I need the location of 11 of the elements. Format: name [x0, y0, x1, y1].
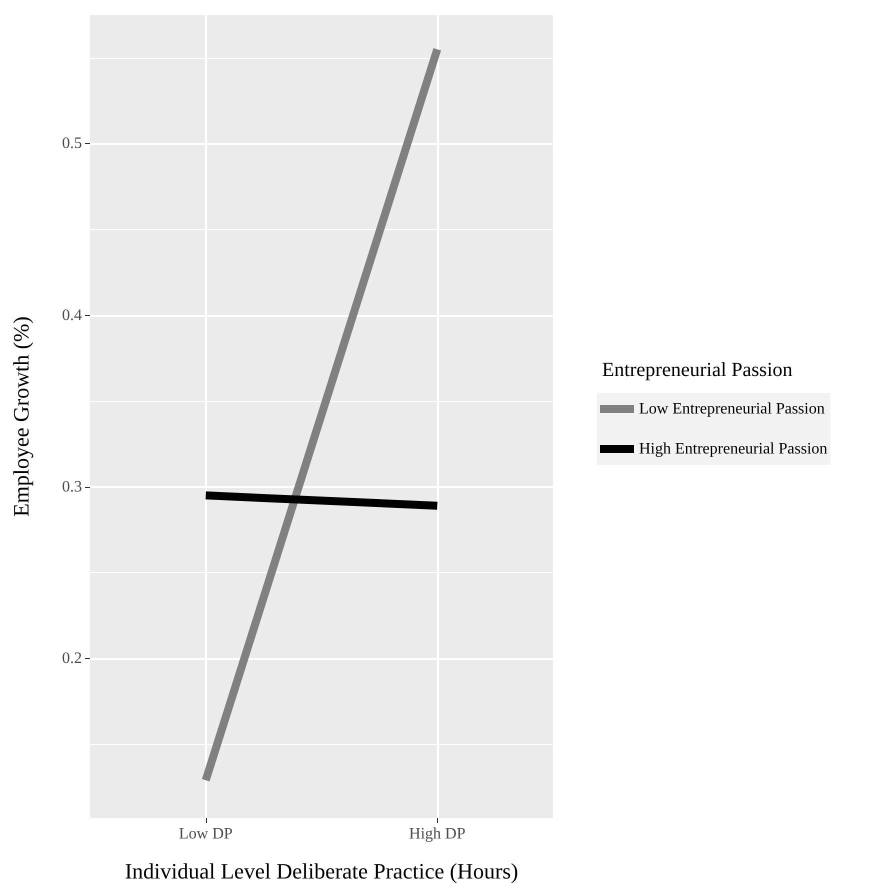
x-tick-label: High DP: [409, 826, 466, 842]
y-tick-label: 0.2: [62, 650, 82, 667]
y-tick-label: 0.5: [62, 135, 82, 152]
x-tick-label: Low DP: [178, 826, 233, 842]
y-tick-label: 0.3: [62, 478, 82, 496]
legend-label: High Entrepreneurial Passion: [639, 440, 828, 458]
y-tick-label: 0.4: [62, 306, 82, 324]
legend-label: Low Entrepreneurial Passion: [639, 400, 825, 418]
legend-title: Entrepreneurial Passion: [602, 359, 792, 381]
x-axis-title: Individual Level Deliberate Practice (Hours): [124, 858, 518, 884]
y-axis-title: Employee Growth (%): [8, 316, 34, 517]
